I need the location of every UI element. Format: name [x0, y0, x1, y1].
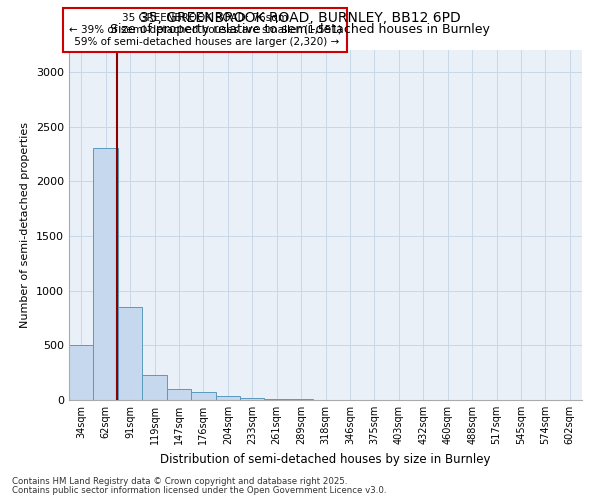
Bar: [191, 392, 215, 400]
Bar: [167, 389, 191, 400]
Text: 35 GREENBROOK ROAD: 76sqm
← 39% of semi-detached houses are smaller (1,551)
 59%: 35 GREENBROOK ROAD: 76sqm ← 39% of semi-…: [68, 14, 341, 46]
Bar: [215, 396, 240, 400]
Bar: [240, 398, 265, 400]
Bar: [118, 307, 142, 400]
Bar: [265, 399, 289, 400]
X-axis label: Distribution of semi-detached houses by size in Burnley: Distribution of semi-detached houses by …: [160, 452, 491, 466]
Bar: [142, 375, 167, 400]
Bar: [94, 148, 118, 400]
Text: Contains HM Land Registry data © Crown copyright and database right 2025.: Contains HM Land Registry data © Crown c…: [12, 477, 347, 486]
Bar: [69, 346, 94, 400]
Text: 35, GREENBROOK ROAD, BURNLEY, BB12 6PD: 35, GREENBROOK ROAD, BURNLEY, BB12 6PD: [140, 11, 460, 25]
Y-axis label: Number of semi-detached properties: Number of semi-detached properties: [20, 122, 31, 328]
Text: Size of property relative to semi-detached houses in Burnley: Size of property relative to semi-detach…: [110, 22, 490, 36]
Text: Contains public sector information licensed under the Open Government Licence v3: Contains public sector information licen…: [12, 486, 386, 495]
